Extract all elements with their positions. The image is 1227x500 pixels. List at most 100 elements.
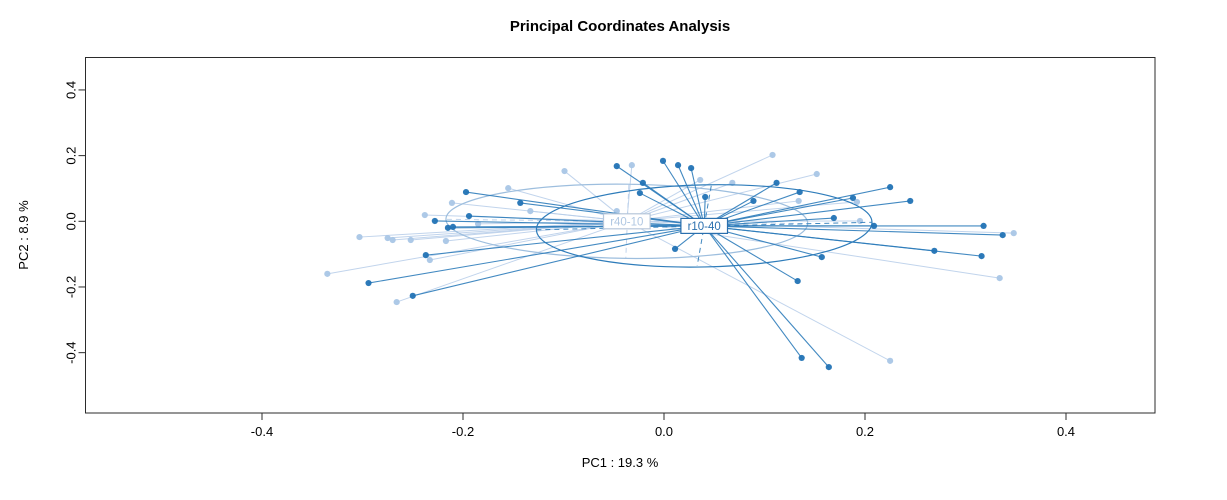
data-point-r10-40 <box>980 222 987 229</box>
y-tick-label: -0.2 <box>64 276 79 298</box>
data-point-r10-40 <box>830 214 837 222</box>
data-point-r40-10 <box>324 270 331 277</box>
spider-line <box>434 220 705 227</box>
data-point-r10-40 <box>688 164 695 172</box>
x-axis-title: PC1 : 19.3 % <box>582 455 659 470</box>
data-point-r40-10 <box>697 176 704 184</box>
data-point-r10-40 <box>796 188 803 196</box>
spider-line <box>703 225 830 368</box>
data-point-r10-40 <box>422 252 429 259</box>
x-tick-label: 0.0 <box>655 424 673 439</box>
data-point-r10-40 <box>636 189 643 197</box>
data-point-r40-10 <box>856 217 864 225</box>
data-point-r40-10 <box>505 185 512 192</box>
data-point-r10-40 <box>931 247 938 254</box>
data-point-r40-10 <box>769 151 776 159</box>
y-axis-title: PC2 : 8.9 % <box>16 200 31 270</box>
y-axis: -0.4 -0.2 0.0 0.2 0.4 <box>64 81 86 364</box>
spider-line <box>677 164 705 227</box>
data-point-r10-40 <box>999 231 1006 239</box>
spider-line <box>703 225 798 282</box>
data-point-r10-40 <box>462 188 470 196</box>
data-point-r10-40 <box>798 354 805 362</box>
spider-line <box>465 191 705 227</box>
data-point-r10-40 <box>907 197 914 205</box>
spider-line <box>327 220 627 275</box>
data-point-r10-40 <box>639 179 646 186</box>
spider-line <box>703 225 803 359</box>
data-point-r40-10 <box>442 237 450 245</box>
data-point-r10-40 <box>517 199 524 207</box>
group-r10-40 <box>365 157 1006 371</box>
group-r40-10 <box>324 151 1017 364</box>
data-point-r40-10 <box>448 199 456 207</box>
data-point-r10-40 <box>849 194 857 202</box>
data-point-r10-40 <box>449 223 457 230</box>
spider-line <box>662 160 705 227</box>
data-point-r10-40 <box>671 245 679 252</box>
data-point-r10-40 <box>825 364 832 371</box>
data-point-r10-40 <box>409 292 416 299</box>
data-point-r10-40 <box>818 253 825 261</box>
data-point-r40-10 <box>389 236 396 244</box>
data-point-r10-40 <box>431 217 438 225</box>
data-point-r40-10 <box>561 167 568 175</box>
group-centroid-labels: r40-10 r10-40 <box>602 213 729 234</box>
data-point-r40-10 <box>356 233 363 241</box>
data-point-r40-10 <box>887 357 894 364</box>
data-point-r40-10 <box>1010 230 1017 237</box>
x-tick-label: 0.2 <box>856 424 874 439</box>
data-point-r40-10 <box>795 197 802 205</box>
group-label-box-r10-40 <box>680 217 729 234</box>
spider-line <box>410 220 627 241</box>
data-point-r10-40 <box>794 277 801 285</box>
data-point-r10-40 <box>978 253 985 260</box>
chart-content <box>324 151 1017 371</box>
spider-line <box>425 225 705 256</box>
spider-line <box>368 225 705 284</box>
data-point-r10-40 <box>444 224 452 231</box>
plot-border <box>85 57 1156 414</box>
data-point-r10-40 <box>702 193 709 201</box>
group-label-r10-40: r10-40 <box>688 221 721 233</box>
data-point-r10-40 <box>750 197 757 205</box>
spider-line <box>704 225 1003 236</box>
data-point-r40-10 <box>996 275 1003 282</box>
ellipse-axis-dashed <box>536 221 873 231</box>
spider-line <box>690 167 705 227</box>
data-point-r40-10 <box>393 298 400 306</box>
y-tick-label: 0.2 <box>64 147 79 165</box>
spider-line <box>626 200 799 222</box>
spider-line <box>704 186 891 227</box>
x-axis: -0.4 -0.2 0.0 0.2 0.4 <box>251 413 1075 439</box>
data-point-r10-40 <box>887 184 894 191</box>
spider-line <box>396 220 627 303</box>
data-point-r40-10 <box>613 208 620 215</box>
spider-line <box>429 220 627 261</box>
data-point-r10-40 <box>674 162 682 169</box>
data-point-r10-40 <box>773 179 780 186</box>
group-label-box-r40-10 <box>602 213 651 230</box>
data-point-r40-10 <box>628 162 635 169</box>
spider-line <box>704 200 911 227</box>
data-point-r40-10 <box>421 211 428 219</box>
y-tick-label: 0.4 <box>64 81 79 99</box>
x-tick-label: -0.2 <box>452 424 474 439</box>
data-point-r10-40 <box>465 212 473 220</box>
spider-line <box>626 220 891 362</box>
x-tick-label: 0.4 <box>1057 424 1075 439</box>
data-point-r40-10 <box>426 256 433 264</box>
data-point-r40-10 <box>384 234 391 242</box>
data-point-r40-10 <box>527 208 534 215</box>
data-point-r10-40 <box>365 279 372 287</box>
data-point-r10-40 <box>613 163 620 170</box>
x-tick-label: -0.4 <box>251 424 273 439</box>
spider-line <box>452 225 705 228</box>
group-label-r40-10: r40-10 <box>610 216 643 228</box>
data-point-r40-10 <box>407 236 414 244</box>
y-tick-label: 0.0 <box>64 212 79 230</box>
spider-line <box>626 201 858 222</box>
data-point-r40-10 <box>853 198 861 206</box>
